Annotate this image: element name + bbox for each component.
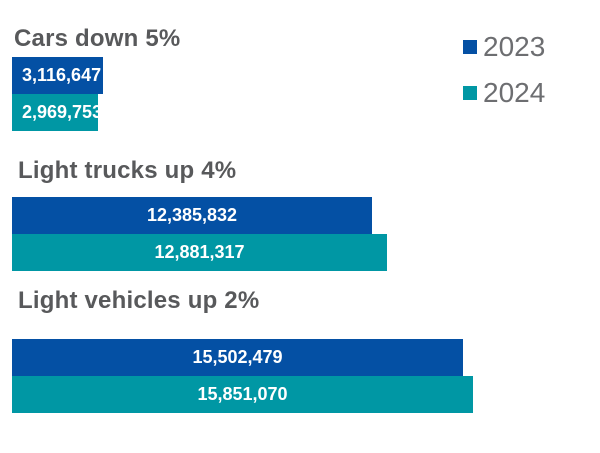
bar-value-light-trucks-2023: 12,385,832	[146, 205, 238, 225]
legend-swatch-2023-icon	[463, 40, 477, 54]
bar-value-cars-2024: 2,969,753	[22, 102, 98, 122]
legend-item-2024: 2024	[463, 77, 546, 108]
bar-group-cars: 3,116,647 2,969,753	[12, 57, 103, 131]
bar-cars-2023: 3,116,647	[12, 57, 103, 94]
bar-light-vehicles-2023: 15,502,479	[12, 339, 463, 376]
bar-value-cars-2023: 3,116,647	[22, 65, 102, 85]
group-title-light-vehicles: Light vehicles up 2%	[18, 287, 260, 314]
legend-swatch-2024-icon	[463, 86, 477, 100]
bar-light-trucks-2023: 12,385,832	[12, 197, 372, 234]
chart-legend: 2023 2024	[463, 31, 546, 128]
group-title-light-trucks: Light trucks up 4%	[18, 157, 237, 184]
bar-value-light-vehicles-2023: 15,502,479	[192, 347, 283, 367]
bar-value-light-trucks-2024: 12,881,317	[154, 242, 245, 262]
bar-value-light-vehicles-2024: 15,851,070	[197, 384, 288, 404]
bar-group-light-vehicles: 15,502,479 15,851,070	[12, 339, 473, 413]
legend-item-2023: 2023	[463, 31, 546, 62]
legend-label-2023: 2023	[483, 31, 546, 62]
legend-label-2024: 2024	[483, 77, 546, 108]
bar-light-trucks-2024: 12,881,317	[12, 234, 387, 271]
bar-group-light-trucks: 12,385,832 12,881,317	[12, 197, 387, 271]
bar-cars-2024: 2,969,753	[12, 94, 98, 131]
bar-light-vehicles-2024: 15,851,070	[12, 376, 473, 413]
group-title-cars: Cars down 5%	[14, 25, 181, 52]
